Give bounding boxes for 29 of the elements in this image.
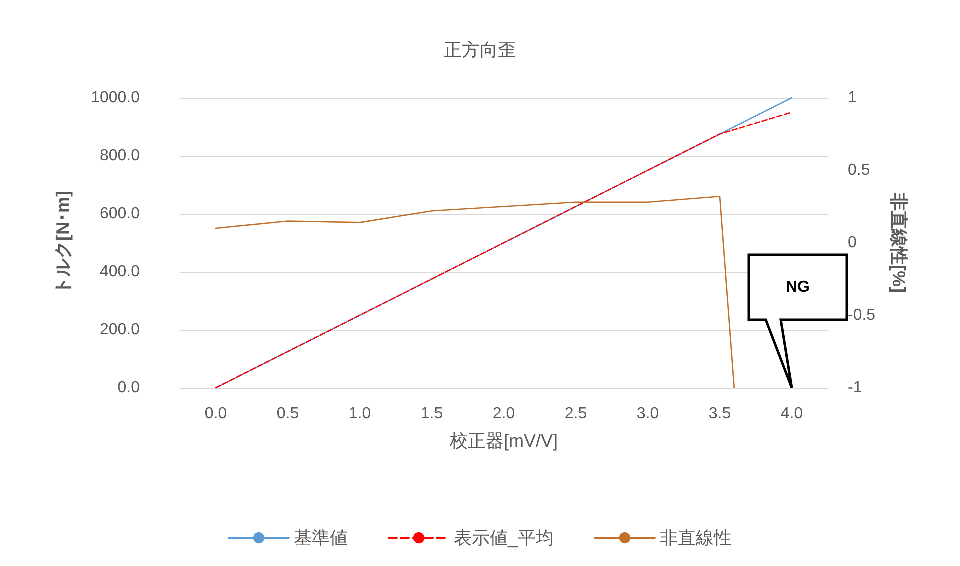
y-axis-title: トルク[N･m]: [53, 191, 73, 295]
x-tick-label: 1.0: [348, 406, 372, 422]
y2-tick-label: 0: [848, 234, 857, 252]
x-tick-label: 2.5: [564, 406, 588, 422]
y-tick-label: 1000.0: [91, 90, 140, 106]
y2-tick-label: 0.5: [848, 162, 870, 179]
x-tick-label: 0.0: [204, 406, 228, 422]
x-axis-title: 校正器[mV/V]: [448, 431, 558, 451]
annotation: NG: [786, 279, 810, 296]
legend-label: 基準値: [294, 528, 348, 548]
y2-tick-label: 1: [848, 90, 857, 106]
x-tick-label: 1.5: [420, 406, 444, 422]
x-tick-label: 4.0: [780, 406, 804, 422]
y-tick-label: 400.0: [100, 264, 140, 280]
x-tick-label: 0.5: [276, 406, 300, 422]
legend-label: 表示値_平均: [454, 528, 554, 548]
y2-tick-label: -1: [848, 380, 862, 396]
y-tick-label: 200.0: [100, 322, 140, 338]
legend-label: 非直線性: [660, 528, 732, 548]
chart-title: 正方向歪: [444, 40, 516, 60]
y-tick-label: 0.0: [118, 380, 140, 396]
x-tick-label: 3.0: [636, 406, 660, 422]
x-tick-label: 2.0: [492, 406, 516, 422]
y-tick-label: 600.0: [100, 206, 140, 222]
y-tick-label: 800.0: [100, 148, 140, 164]
y2-axis-title: 非直線性[%]: [889, 192, 909, 293]
x-tick-label: 3.5: [708, 406, 732, 422]
line-series: [215, 196, 736, 389]
y2-tick-label: -0.5: [848, 307, 876, 324]
